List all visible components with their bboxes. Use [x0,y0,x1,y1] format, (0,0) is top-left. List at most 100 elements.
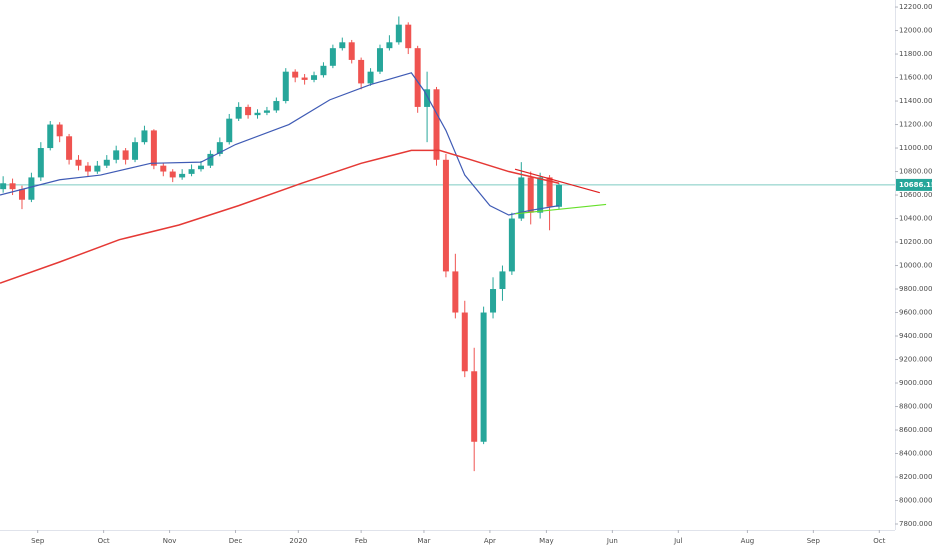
candle-body [490,289,497,313]
candle-body [132,142,139,160]
x-tick-label: 2020 [289,537,307,545]
y-tick-label: 9600.000 [899,309,932,317]
x-tick-label: Oct [873,537,885,545]
candle-body [301,77,308,80]
x-tick-label: Sep [807,537,821,545]
candle-body [37,148,44,178]
candle-body [320,65,327,76]
candle-body [376,48,383,72]
x-tick-label: Nov [163,537,177,545]
candle-body [480,312,487,442]
line-series [0,149,560,284]
x-tick-label: Mar [417,537,430,545]
candle-body [150,130,157,166]
candle-body [395,24,402,43]
x-tick-label: Oct [98,537,110,545]
y-tick-label: 10600.000 [899,191,932,199]
candle-body [9,183,16,190]
candle-body [226,118,233,143]
candle-body [197,165,204,170]
y-tick-label: 8400.000 [899,450,932,458]
candle-body [179,173,186,178]
candle-body [113,150,120,160]
candle-body [47,124,54,149]
y-tick-label: 9000.000 [899,379,932,387]
candle-body [386,42,393,49]
y-tick-label: 8000.000 [899,497,932,505]
y-tick-label: 10200.000 [899,238,932,246]
y-tick-label: 8800.000 [899,403,932,411]
line-series [514,168,600,194]
x-tick-label: Jun [606,537,618,545]
candle-body [94,165,101,172]
line-series [0,72,560,216]
y-tick-label: 9200.000 [899,356,932,364]
candle-body [442,159,449,272]
candle-body [75,159,82,166]
y-tick-label: 10400.000 [899,215,932,223]
candle-body [537,177,544,213]
candle-body [141,130,148,143]
y-tick-label: 7800.000 [899,520,932,528]
candle-body [235,106,242,119]
candle-body [311,75,318,80]
candle-body [273,101,280,111]
candle-body [405,24,412,49]
candle-body [424,89,431,107]
y-tick-label: 11200.000 [899,121,932,129]
last-price-label: 10686.150 [899,181,932,189]
candle-body [103,159,110,166]
candle-body [292,71,299,78]
candle-body [169,171,176,178]
line-series [514,203,607,215]
candle-body [18,189,25,200]
x-tick-label: Feb [355,537,368,545]
candle-body [56,124,63,137]
y-tick-label: 12000.000 [899,27,932,35]
x-tick-label: Jul [673,537,683,545]
y-tick-label: 8600.000 [899,426,932,434]
candle-body [348,42,355,60]
x-tick-label: Dec [229,537,243,545]
y-tick-label: 10000.000 [899,262,932,270]
candle-body [358,59,365,84]
candle-body [414,48,421,107]
candle-body [508,218,515,272]
y-tick-label: 11000.000 [899,144,932,152]
x-tick-label: May [539,537,553,545]
candle-body [84,165,91,172]
candle-body [263,110,270,113]
candle-body [254,112,261,116]
candle-body [461,312,468,372]
candle-body [282,71,289,102]
x-tick-label: Sep [31,537,45,545]
y-tick-label: 12200.000 [899,3,932,11]
candle-body [207,153,214,166]
candle-body [518,177,525,219]
y-tick-label: 8200.000 [899,473,932,481]
candle-body [499,271,506,290]
y-tick-label: 10800.000 [899,168,932,176]
candle-body [122,150,129,160]
candle-body [0,183,7,190]
candle-body [339,42,346,49]
last-price-tag [896,178,932,191]
y-tick-label: 9400.000 [899,332,932,340]
candle-body [66,136,73,160]
x-tick-label: Apr [484,537,496,545]
y-tick-label: 11600.000 [899,74,932,82]
x-tick-label: Aug [741,537,755,545]
candle-body [527,177,534,213]
candle-body [367,71,374,84]
candle-body [28,177,35,200]
candle-body [433,89,440,160]
candle-body [160,165,167,172]
candle-body [452,271,459,313]
candle-body [546,177,553,207]
y-tick-label: 11800.000 [899,50,932,58]
y-tick-label: 9800.000 [899,285,932,293]
candle-body [245,106,252,116]
y-tick-label: 11400.000 [899,97,932,105]
